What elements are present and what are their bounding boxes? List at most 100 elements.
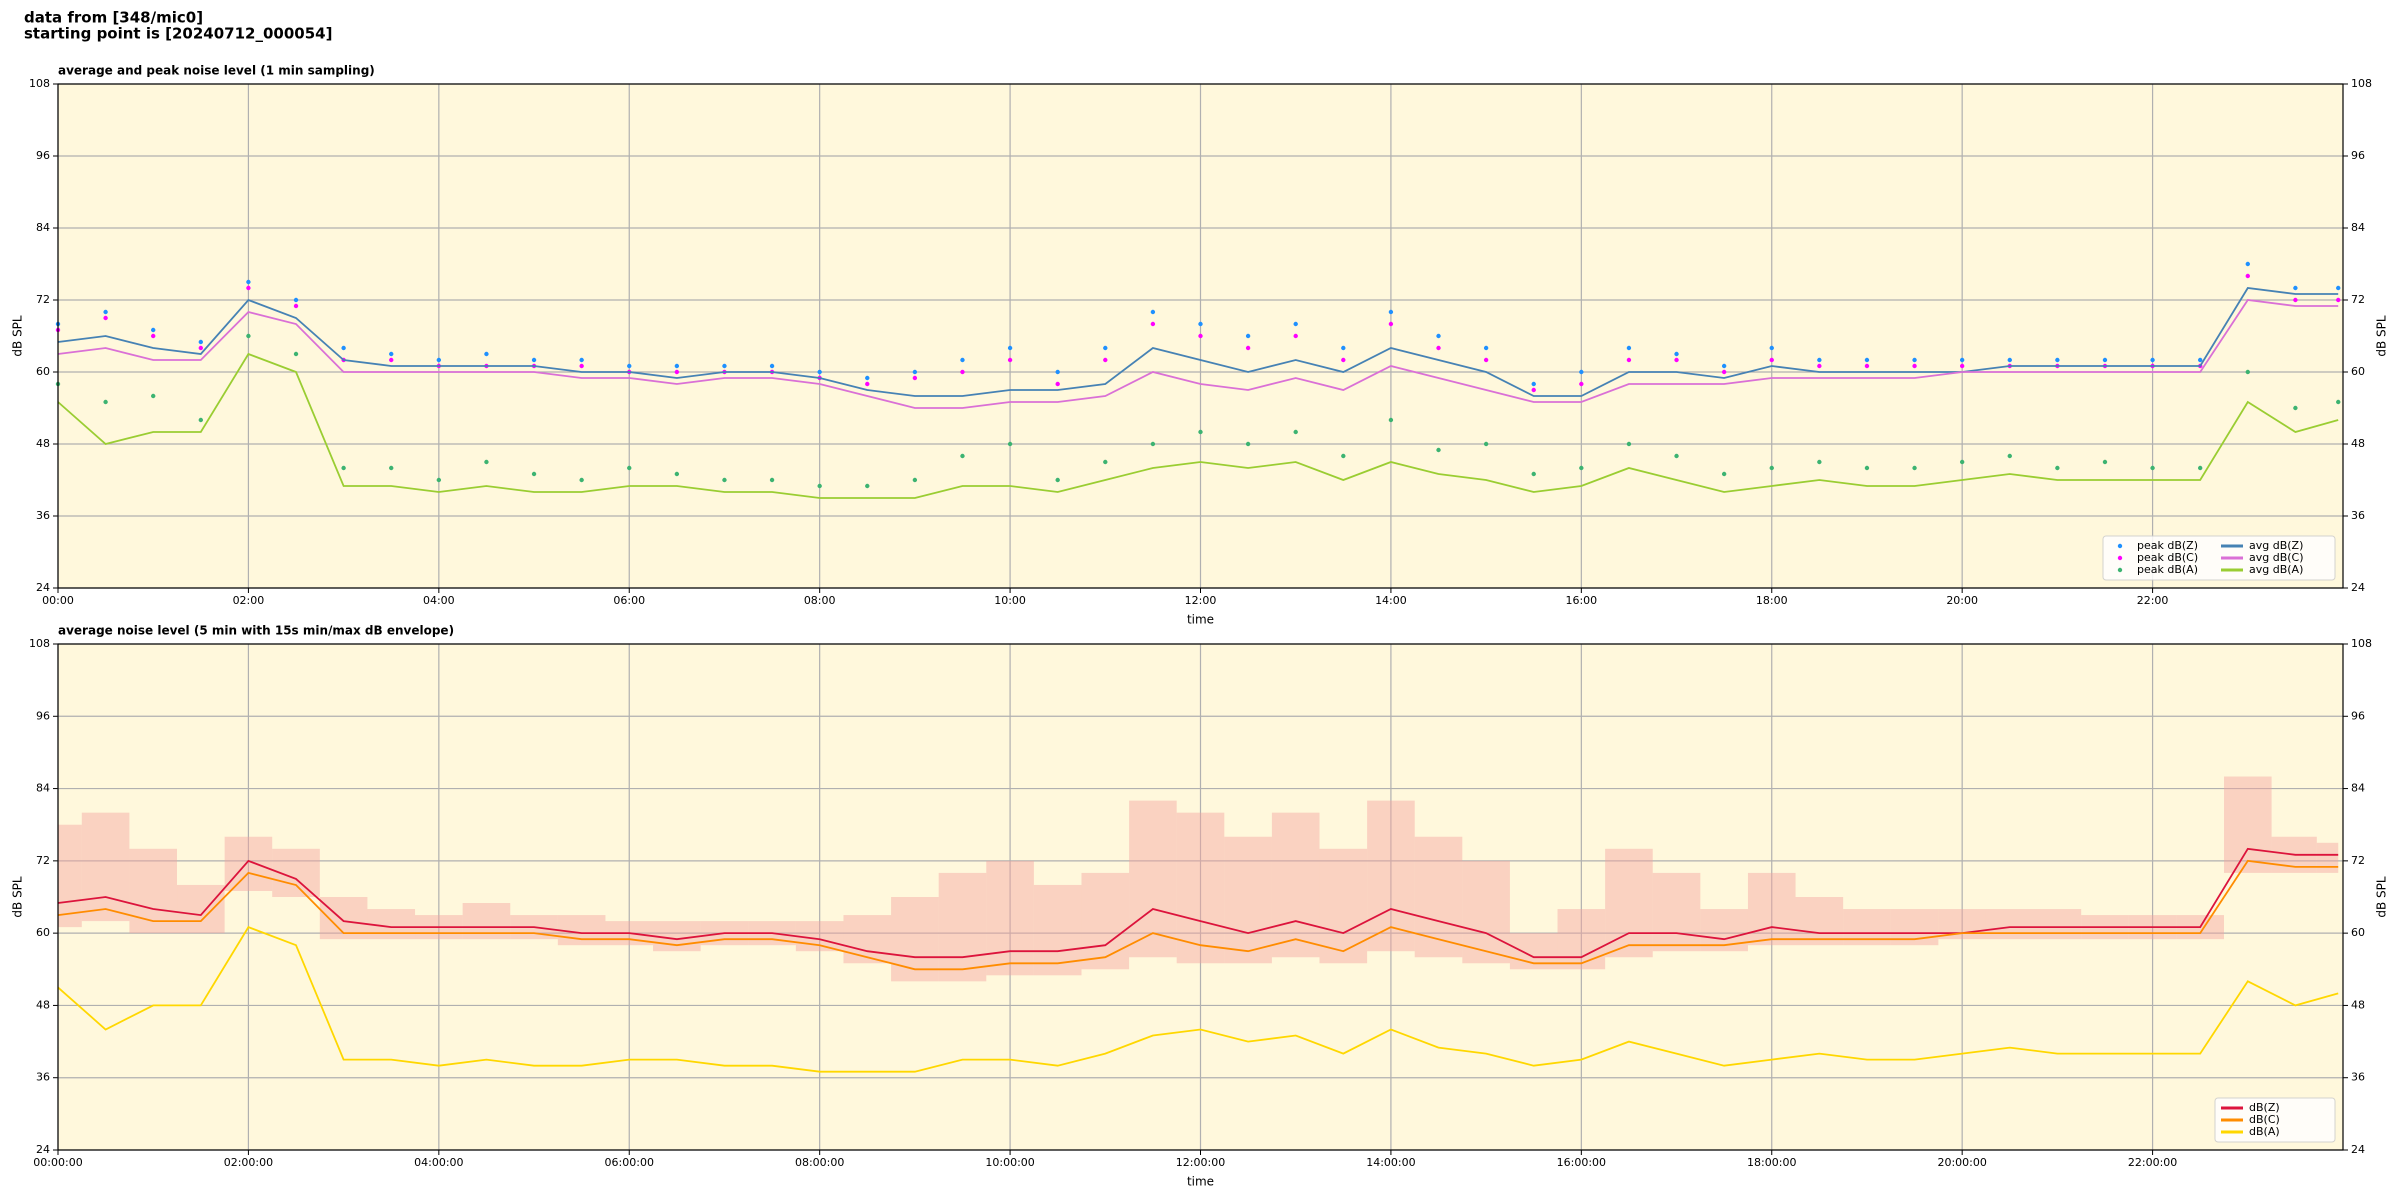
y-tick-label: 72 bbox=[2351, 293, 2365, 306]
envelope-band bbox=[2033, 909, 2082, 940]
data-point bbox=[1055, 477, 1060, 483]
y-tick-label: 84 bbox=[2351, 221, 2365, 234]
data-point bbox=[1388, 309, 1394, 315]
x-tick-label: 02:00:00 bbox=[224, 1156, 273, 1169]
y-axis-label: dB SPL bbox=[11, 315, 25, 357]
envelope-band bbox=[1557, 909, 1606, 970]
data-point bbox=[1341, 357, 1346, 363]
data-point bbox=[484, 459, 489, 465]
x-tick-label: 00:00 bbox=[42, 594, 74, 607]
data-point bbox=[2102, 459, 2108, 465]
data-point bbox=[2293, 405, 2298, 411]
y-axis-label: dB SPL bbox=[2375, 876, 2389, 918]
data-line bbox=[57, 352, 2339, 499]
data-point bbox=[2007, 357, 2012, 363]
data-point bbox=[1436, 345, 1441, 351]
data-point bbox=[2245, 369, 2250, 375]
data-point bbox=[769, 363, 775, 369]
data-point bbox=[1864, 357, 1870, 363]
data-point bbox=[579, 363, 584, 369]
data-point bbox=[1245, 345, 1251, 351]
data-point bbox=[1579, 369, 1584, 375]
envelope-band bbox=[1795, 897, 1844, 946]
data-point bbox=[198, 339, 204, 345]
data-point bbox=[293, 303, 299, 309]
y-tick-label: 36 bbox=[2351, 509, 2365, 522]
legend-label: peak dB(Z) bbox=[2137, 539, 2198, 552]
data-point bbox=[1817, 357, 1822, 363]
data-point bbox=[389, 357, 394, 363]
data-point bbox=[1388, 321, 1394, 327]
data-point bbox=[1483, 441, 1489, 447]
y-tick-label: 72 bbox=[36, 293, 50, 306]
data-point bbox=[103, 399, 108, 405]
data-point bbox=[960, 453, 965, 459]
x-axis-label: time bbox=[1187, 1175, 1214, 1189]
data-point bbox=[1674, 453, 1679, 459]
data-point bbox=[1007, 345, 1013, 351]
data-point bbox=[1959, 459, 1965, 465]
envelope-band bbox=[177, 884, 225, 934]
data-point bbox=[1912, 363, 1917, 369]
x-tick-label: 10:00 bbox=[994, 594, 1026, 607]
x-tick-label: 06:00 bbox=[613, 594, 645, 607]
data-point bbox=[1150, 309, 1156, 315]
data-point bbox=[1817, 459, 1822, 465]
y-tick-label: 96 bbox=[2351, 709, 2365, 722]
data-point bbox=[912, 369, 918, 375]
data-point bbox=[151, 333, 156, 339]
data-point bbox=[1912, 357, 1917, 363]
y-tick-label: 108 bbox=[2351, 637, 2372, 650]
data-point bbox=[1150, 321, 1156, 327]
data-point bbox=[1483, 345, 1489, 351]
data-point bbox=[1531, 471, 1536, 477]
data-point bbox=[2197, 465, 2203, 471]
envelope-band bbox=[1367, 800, 1415, 952]
data-point bbox=[1198, 429, 1203, 435]
data-point bbox=[2150, 465, 2155, 471]
legend-label: dB(A) bbox=[2249, 1125, 2280, 1138]
x-tick-label: 08:00 bbox=[804, 594, 836, 607]
y-tick-label: 108 bbox=[29, 637, 50, 650]
y-tick-label: 24 bbox=[36, 1143, 50, 1156]
data-point bbox=[865, 375, 870, 381]
y-tick-label: 60 bbox=[36, 926, 50, 939]
envelope-band bbox=[1605, 848, 1653, 958]
x-tick-label: 22:00:00 bbox=[2128, 1156, 2177, 1169]
data-point bbox=[722, 477, 727, 483]
legend-label: peak dB(A) bbox=[2137, 563, 2198, 576]
data-point bbox=[246, 285, 251, 291]
data-point bbox=[1388, 417, 1394, 423]
envelope-band bbox=[129, 848, 178, 934]
data-point bbox=[960, 357, 965, 363]
data-point bbox=[2293, 285, 2298, 291]
x-axis-label: time bbox=[1187, 613, 1214, 627]
data-point bbox=[436, 477, 442, 483]
data-point bbox=[1293, 321, 1298, 327]
data-line bbox=[57, 925, 2339, 1073]
y-tick-label: 72 bbox=[2351, 854, 2365, 867]
data-point bbox=[1007, 357, 1013, 363]
y-tick-label: 84 bbox=[2351, 782, 2365, 795]
legend-label: dB(Z) bbox=[2249, 1101, 2280, 1114]
data-point bbox=[1579, 465, 1584, 471]
x-tick-label: 12:00 bbox=[1185, 594, 1217, 607]
data-point bbox=[1864, 465, 1870, 471]
x-tick-label: 10:00:00 bbox=[985, 1156, 1034, 1169]
data-point bbox=[198, 417, 204, 423]
y-tick-label: 48 bbox=[36, 998, 50, 1011]
data-point bbox=[1626, 345, 1632, 351]
envelope-band bbox=[1985, 909, 2034, 940]
data-point bbox=[2336, 285, 2341, 291]
legend-label: peak dB(C) bbox=[2137, 551, 2198, 564]
data-point bbox=[198, 345, 204, 351]
y-tick-label: 60 bbox=[36, 365, 50, 378]
envelope-band bbox=[1747, 872, 1796, 946]
plot-area bbox=[55, 261, 2341, 499]
data-point bbox=[1531, 381, 1536, 387]
y-tick-label: 48 bbox=[2351, 437, 2365, 450]
x-tick-label: 08:00:00 bbox=[795, 1156, 844, 1169]
y-tick-label: 108 bbox=[29, 77, 50, 90]
x-tick-label: 18:00 bbox=[1756, 594, 1788, 607]
